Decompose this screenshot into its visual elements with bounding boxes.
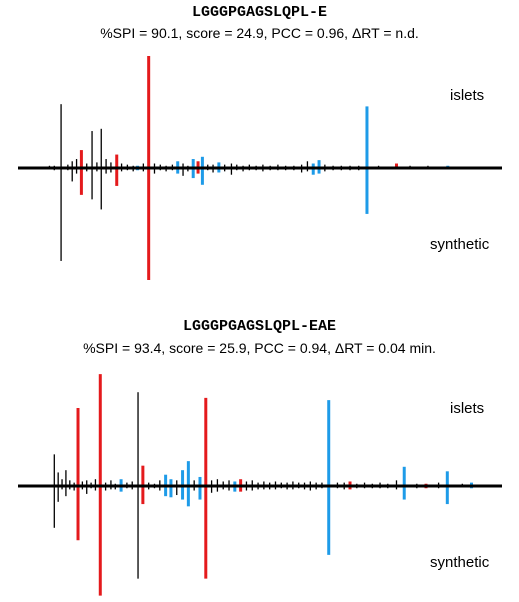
top-label: islets (450, 400, 485, 417)
spectrum-panel-2: LGGGPGAGSLQPL-EAE %SPI = 93.4, score = 2… (0, 300, 519, 602)
top-label: islets (450, 87, 485, 104)
mirror-plot (18, 56, 502, 280)
spectrum-panel-1: LGGGPGAGSLQPL-E %SPI = 90.1, score = 24.… (0, 0, 519, 295)
chart-title: LGGGPGAGSLQPL-EAE (182, 318, 337, 335)
mirror-plot (18, 374, 502, 596)
bottom-label: synthetic (430, 236, 490, 253)
bottom-label: synthetic (430, 554, 490, 571)
chart-subtitle: %SPI = 90.1, score = 24.9, PCC = 0.96, Δ… (100, 25, 419, 41)
chart-subtitle: %SPI = 93.4, score = 25.9, PCC = 0.94, Δ… (83, 340, 436, 356)
chart-title: LGGGPGAGSLQPL-E (191, 4, 328, 21)
